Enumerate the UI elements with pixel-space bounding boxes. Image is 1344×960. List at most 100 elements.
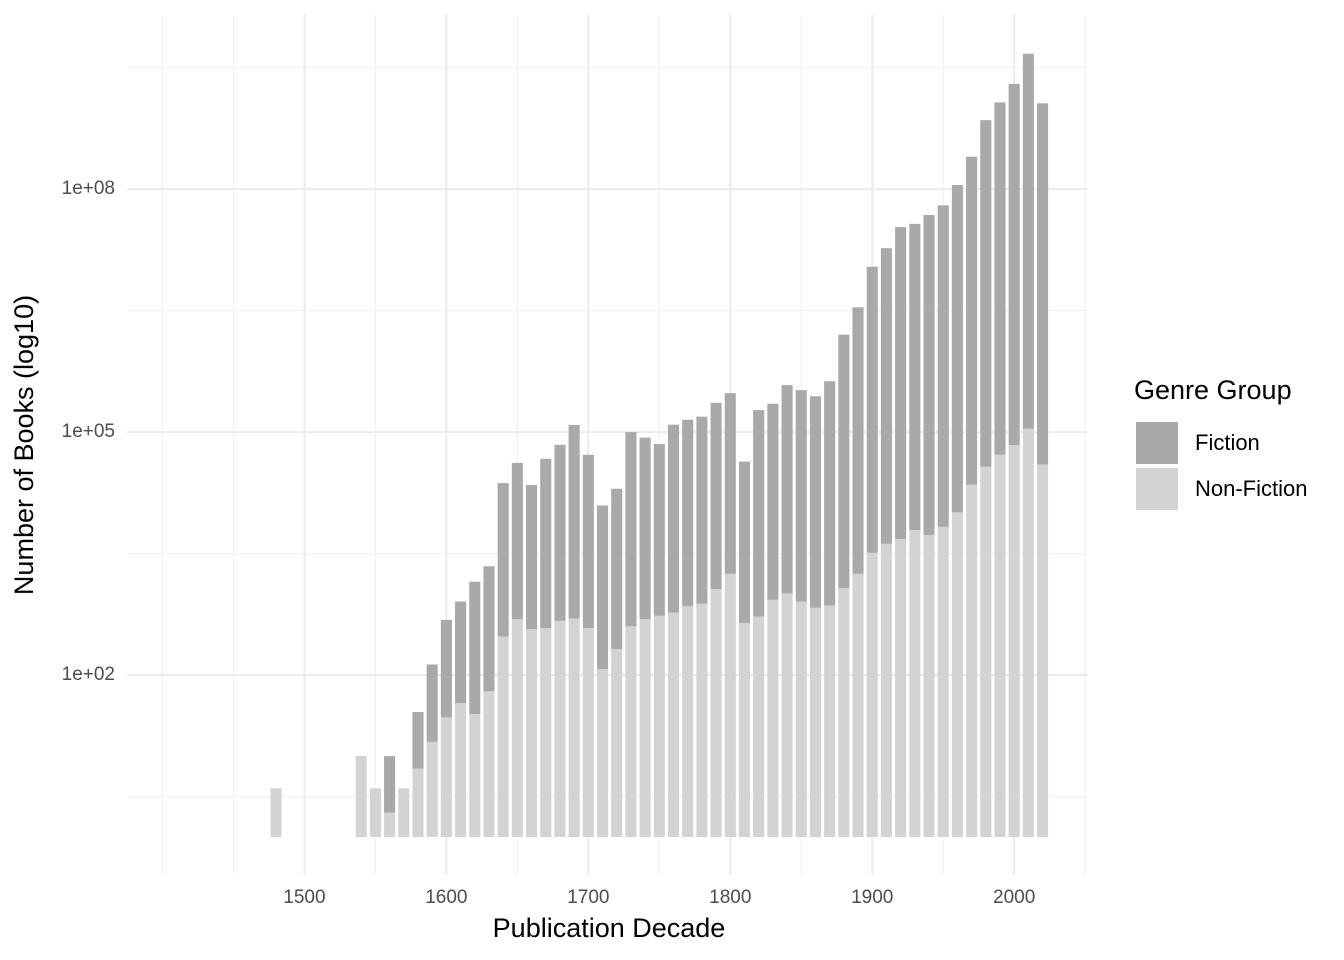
bar — [809, 607, 821, 838]
bar — [426, 664, 438, 742]
y-axis-label: Number of Books (log10) — [9, 295, 39, 595]
bar — [895, 538, 907, 838]
bar — [923, 534, 935, 838]
bar — [483, 691, 495, 838]
legend-key — [1136, 422, 1178, 464]
legend-title: Genre Group — [1134, 375, 1292, 405]
bar — [738, 622, 751, 838]
bar — [270, 788, 282, 838]
bar — [909, 223, 921, 531]
bar — [994, 102, 1006, 455]
bar — [838, 588, 850, 838]
bar — [1022, 53, 1034, 429]
bar — [568, 424, 580, 619]
bar — [795, 390, 807, 602]
bar — [611, 648, 623, 838]
y-tick-label: 1e+05 — [62, 421, 115, 442]
bar — [412, 711, 424, 769]
bar — [398, 788, 410, 838]
legend-key — [1136, 468, 1178, 510]
bar — [781, 593, 793, 838]
bar — [710, 402, 722, 590]
bar — [653, 443, 665, 616]
bar — [639, 619, 651, 838]
bar — [426, 741, 438, 838]
bar — [753, 410, 765, 617]
x-axis-label: Publication Decade — [493, 913, 726, 943]
bar — [369, 788, 381, 838]
bar — [682, 606, 694, 838]
bar — [937, 205, 949, 527]
bar — [980, 120, 992, 467]
bar — [809, 396, 821, 608]
bar — [724, 573, 736, 838]
x-tick-label: 1500 — [283, 887, 325, 908]
bar — [625, 432, 637, 627]
bar — [667, 424, 680, 613]
x-tick-label: 1900 — [851, 887, 893, 908]
bar — [596, 505, 609, 670]
bar — [1037, 103, 1049, 465]
bar — [540, 628, 552, 838]
bar — [412, 768, 424, 838]
bar — [909, 530, 921, 838]
bar — [824, 381, 836, 606]
bar — [980, 466, 992, 838]
bar — [895, 227, 907, 539]
bar — [1037, 464, 1049, 838]
legend-label: Non-Fiction — [1195, 476, 1307, 501]
bar — [966, 156, 978, 485]
bar — [384, 756, 396, 813]
x-tick-label: 2000 — [993, 887, 1035, 908]
bars — [270, 53, 1049, 838]
bar — [724, 393, 736, 574]
bar — [639, 437, 651, 620]
x-tick-label: 1700 — [567, 887, 609, 908]
bar — [710, 589, 722, 838]
bar — [767, 403, 779, 600]
bar — [1008, 445, 1020, 838]
bar — [880, 543, 892, 838]
bar — [526, 485, 538, 630]
bar — [455, 601, 467, 704]
bar — [937, 526, 949, 838]
bar — [511, 619, 523, 838]
bar — [568, 618, 580, 838]
bar — [355, 756, 367, 838]
y-tick-label: 1e+08 — [62, 178, 115, 199]
bar — [852, 573, 864, 838]
bar — [440, 717, 452, 838]
x-tick-label: 1800 — [709, 887, 751, 908]
bar — [554, 620, 566, 838]
bar — [838, 334, 850, 589]
bar — [866, 266, 878, 553]
bar — [781, 385, 793, 594]
x-tick-label: 1600 — [425, 887, 467, 908]
bar — [526, 629, 538, 838]
bar — [824, 605, 836, 838]
bar — [738, 461, 751, 623]
bar — [696, 603, 708, 838]
legend-label: Fiction — [1195, 430, 1260, 455]
bar — [540, 458, 552, 629]
bar — [1022, 428, 1034, 838]
bar — [582, 454, 594, 629]
bar — [596, 669, 609, 838]
bar — [696, 416, 708, 604]
bar — [753, 616, 765, 838]
bar — [384, 812, 396, 838]
bar — [880, 248, 892, 544]
bar — [923, 215, 935, 535]
bar — [951, 512, 963, 838]
bar — [767, 599, 779, 838]
bar — [795, 601, 807, 838]
bar — [469, 714, 481, 838]
bar — [667, 612, 680, 838]
bar — [582, 628, 594, 838]
bar — [866, 552, 878, 838]
bar — [483, 566, 495, 692]
y-tick-label: 1e+02 — [62, 664, 115, 685]
bar — [1008, 83, 1020, 446]
bar — [455, 703, 467, 838]
